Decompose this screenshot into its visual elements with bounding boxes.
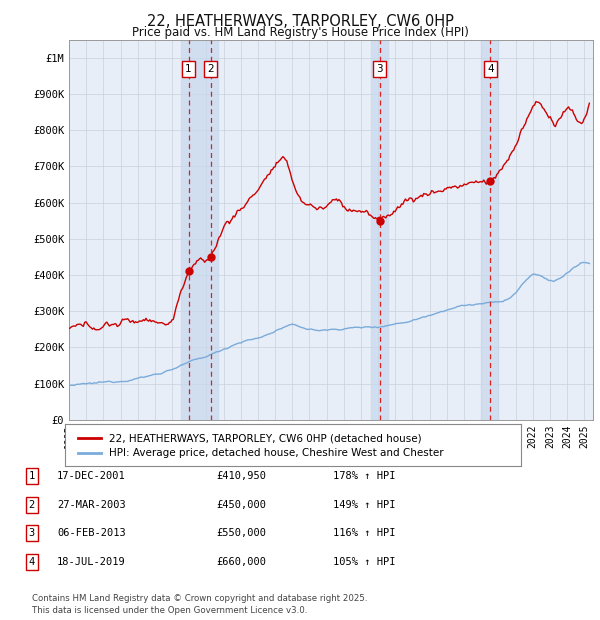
Text: 18-JUL-2019: 18-JUL-2019 [57, 557, 126, 567]
Text: 178% ↑ HPI: 178% ↑ HPI [333, 471, 395, 481]
Bar [371, 40, 388, 420]
Text: 22, HEATHERWAYS, TARPORLEY, CW6 0HP: 22, HEATHERWAYS, TARPORLEY, CW6 0HP [146, 14, 454, 29]
Text: 4: 4 [487, 64, 494, 74]
Legend: 22, HEATHERWAYS, TARPORLEY, CW6 0HP (detached house), HPI: Average price, detach: 22, HEATHERWAYS, TARPORLEY, CW6 0HP (det… [74, 430, 446, 461]
Text: 27-MAR-2003: 27-MAR-2003 [57, 500, 126, 510]
Text: 17-DEC-2001: 17-DEC-2001 [57, 471, 126, 481]
Text: £450,000: £450,000 [216, 500, 266, 510]
Text: 1: 1 [29, 471, 35, 481]
Text: 116% ↑ HPI: 116% ↑ HPI [333, 528, 395, 538]
Text: 4: 4 [29, 557, 35, 567]
Text: 2: 2 [207, 64, 214, 74]
Bar [181, 40, 218, 420]
Text: Contains HM Land Registry data © Crown copyright and database right 2025.
This d: Contains HM Land Registry data © Crown c… [32, 594, 367, 615]
Text: 105% ↑ HPI: 105% ↑ HPI [333, 557, 395, 567]
Text: 149% ↑ HPI: 149% ↑ HPI [333, 500, 395, 510]
Text: 3: 3 [29, 528, 35, 538]
Text: 2: 2 [29, 500, 35, 510]
Text: 3: 3 [376, 64, 383, 74]
Text: £660,000: £660,000 [216, 557, 266, 567]
Text: Price paid vs. HM Land Registry's House Price Index (HPI): Price paid vs. HM Land Registry's House … [131, 26, 469, 39]
Text: £550,000: £550,000 [216, 528, 266, 538]
Text: £410,950: £410,950 [216, 471, 266, 481]
Text: 06-FEB-2013: 06-FEB-2013 [57, 528, 126, 538]
Bar [481, 40, 499, 420]
Text: 1: 1 [185, 64, 192, 74]
